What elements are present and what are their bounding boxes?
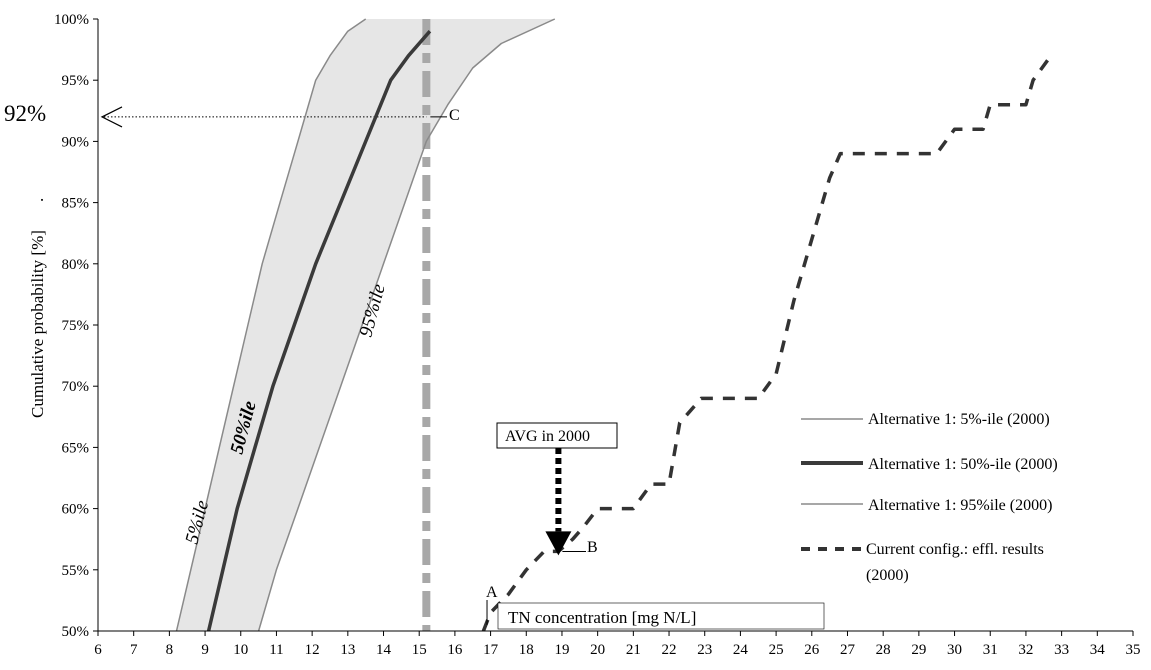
- y-tick-label: 95%: [62, 73, 90, 89]
- y-tick-label: 65%: [62, 440, 90, 456]
- x-tick-labels: 6 7 8 9 10 11 12 13 14 15 16 17 18 19 20 21 22 23 24 25 26 27…: [94, 642, 1140, 658]
- series-line-50: [206, 30, 432, 632]
- y-tick-labels: 50% 55% 60% 65% 70% 75% 80% 85% 90% 95% 100%: [54, 12, 89, 640]
- x-tick-label: 21: [626, 642, 641, 658]
- x-tick-label: 14: [376, 642, 392, 658]
- y-axis-title: Cumulative probability [%]: [28, 230, 47, 418]
- x-tick-label: 25: [769, 642, 784, 658]
- y-tick-label: 100%: [54, 12, 89, 28]
- axes: [93, 18, 1134, 636]
- x-tick-label: 7: [130, 642, 138, 658]
- x-tick-label: 34: [1090, 642, 1106, 658]
- x-tick-label: 18: [519, 642, 534, 658]
- x-tick-label: 12: [305, 642, 320, 658]
- avg-arrowhead: [545, 531, 572, 556]
- y-tick-label: 70%: [62, 379, 90, 395]
- x-tick-label: 22: [662, 642, 677, 658]
- x-tick-label: 24: [733, 642, 749, 658]
- avg-box: [496, 422, 618, 449]
- y-tick-label: 60%: [62, 502, 90, 518]
- x-tick-label: 17: [483, 642, 499, 658]
- series-line-95: [257, 18, 556, 632]
- x-tick-label: 30: [947, 642, 962, 658]
- reference-lines: [100, 19, 431, 631]
- x-axis-title: TN concentration [mg N/L]: [508, 608, 696, 627]
- legend-label-95: Alternative 1: 95%ile (2000): [868, 497, 1052, 514]
- avg-label: AVG in 2000: [505, 428, 590, 445]
- x-tick-label: 27: [840, 642, 856, 658]
- x-tick-label: 19: [554, 642, 569, 658]
- x-tick-label: 11: [269, 642, 283, 658]
- legend: Alternative 1: 5%-ile (2000) Alternative…: [801, 411, 1058, 584]
- ref-92-label: 92%: [4, 101, 46, 126]
- y-tick-label: 80%: [62, 257, 90, 273]
- x-tick-label: 23: [697, 642, 712, 658]
- x-tick-label: 16: [447, 642, 463, 658]
- y-tick-label: 55%: [62, 563, 90, 579]
- x-tick-label: 32: [1018, 642, 1033, 658]
- x-tick-label: 15: [412, 642, 427, 658]
- y-tick-label: 75%: [62, 318, 90, 334]
- x-tick-label: 33: [1054, 642, 1069, 658]
- x-tick-label: 13: [340, 642, 355, 658]
- series-line-current: [481, 54, 1053, 632]
- y-tick-label: 85%: [62, 196, 90, 212]
- x-tick-label: 9: [201, 642, 209, 658]
- horizontal-reference-arrowhead: [100, 106, 123, 128]
- point-c-label: C: [449, 107, 460, 124]
- legend-label-current-year: (2000): [866, 567, 909, 584]
- x-tick-label: 20: [590, 642, 605, 658]
- y-tick-label: 50%: [62, 624, 90, 640]
- x-tick-label: 35: [1126, 642, 1141, 658]
- series-line-5: [175, 18, 367, 632]
- y-tick-label: 90%: [62, 134, 90, 150]
- x-tick-label: 10: [233, 642, 248, 658]
- x-axis-title-bg: [497, 602, 825, 630]
- legend-label-5: Alternative 1: 5%-ile (2000): [868, 411, 1050, 428]
- legend-label-current: Current config.: effl. results: [866, 541, 1044, 558]
- y-axis-title-suffix: .: [28, 198, 47, 202]
- legend-label-50: Alternative 1: 50%-ile (2000): [868, 456, 1058, 473]
- x-tick-label: 29: [911, 642, 926, 658]
- x-tick-label: 28: [876, 642, 891, 658]
- series-lines: [175, 18, 1053, 632]
- point-b-label: B: [587, 539, 598, 556]
- x-tick-label: 26: [804, 642, 820, 658]
- x-tick-label: 6: [94, 642, 102, 658]
- percentile-band-fill: [176, 19, 555, 631]
- x-tick-label: 31: [983, 642, 998, 658]
- point-a-label: A: [486, 584, 498, 601]
- x-tick-label: 8: [166, 642, 174, 658]
- percentile-band: [176, 19, 555, 631]
